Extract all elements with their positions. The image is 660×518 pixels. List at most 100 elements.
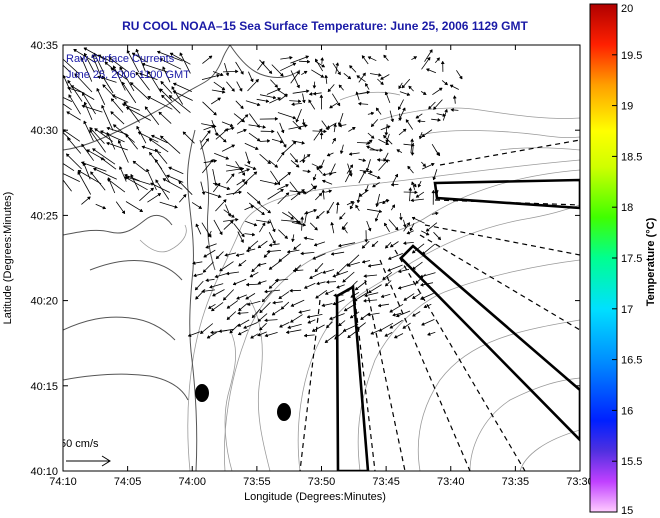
current-vector-head <box>226 316 231 321</box>
current-vector-head <box>130 173 134 178</box>
current-vector-head <box>94 128 99 132</box>
current-vector-head <box>261 298 266 303</box>
current-vector-head <box>67 137 71 142</box>
current-vector-head <box>121 210 126 215</box>
current-vector <box>233 223 245 238</box>
current-vector-head <box>268 285 273 289</box>
current-vector-head <box>238 190 243 195</box>
current-vector-head <box>389 243 394 248</box>
current-vector-head <box>284 235 288 239</box>
current-vector <box>248 113 260 128</box>
coastline <box>63 45 301 471</box>
current-vector-head <box>224 252 228 257</box>
current-vector-head <box>195 223 200 228</box>
current-vector-head <box>215 255 220 260</box>
current-vector <box>100 130 125 143</box>
current-vector-head <box>339 215 343 220</box>
current-vector-head <box>225 72 230 77</box>
current-vector-head <box>80 56 85 61</box>
current-vector-head <box>280 129 285 134</box>
current-vector-head <box>179 52 184 57</box>
colorbar-ticks: 20 19.5 19 18.5 18 17.5 17 16.5 16 15.5 15 <box>612 3 642 517</box>
current-vector-head <box>272 240 276 245</box>
current-vector-head <box>309 275 313 279</box>
current-vector <box>80 57 93 82</box>
current-vector-head <box>433 106 437 110</box>
current-vector <box>173 82 192 92</box>
current-vector-head <box>338 123 342 128</box>
current-vector <box>63 75 72 94</box>
current-vector-head <box>349 65 353 69</box>
x-tick-label: 73:50 <box>308 476 336 488</box>
current-vector-head <box>230 173 235 178</box>
current-vector-head <box>277 87 281 92</box>
current-vector-head <box>348 152 353 156</box>
current-vector-head <box>272 300 276 305</box>
current-vector-head <box>266 249 270 254</box>
current-vector-head <box>379 148 384 153</box>
current-vector-head <box>378 72 382 77</box>
current-vector-head <box>333 293 337 298</box>
current-vector-head <box>243 128 247 133</box>
current-vector-head <box>426 56 431 61</box>
current-vector-head <box>225 271 230 276</box>
current-vector-head <box>90 171 94 176</box>
current-vector <box>146 168 157 191</box>
current-vector-head <box>187 333 192 338</box>
current-vector <box>91 54 103 80</box>
current-vector-head <box>336 102 341 107</box>
current-vector-head <box>92 148 96 152</box>
current-vector <box>93 168 117 180</box>
current-vector-head <box>230 126 235 131</box>
current-vector <box>290 55 309 64</box>
current-vector-head <box>93 52 98 57</box>
current-vector-head <box>106 131 110 136</box>
current-vector-head <box>363 274 367 279</box>
current-vector-head <box>259 326 263 331</box>
current-vector-head <box>413 56 418 60</box>
current-vector <box>63 179 72 192</box>
current-vector-head <box>346 263 351 268</box>
current-vector-head <box>324 74 329 79</box>
current-vector-head <box>77 171 82 176</box>
current-vector <box>106 132 116 150</box>
current-vector-head <box>271 228 276 233</box>
current-vector-head <box>328 189 333 194</box>
current-vector-head <box>58 160 61 163</box>
current-vector <box>201 74 220 80</box>
current-vector-head <box>335 62 340 66</box>
current-vector-head <box>435 211 439 216</box>
current-vector-head <box>274 84 279 88</box>
colorbar-tick-label: 19 <box>621 101 633 113</box>
current-vector <box>63 163 75 172</box>
current-vector-head <box>92 167 97 172</box>
current-vector-head <box>280 151 285 156</box>
current-vector-head <box>315 58 319 63</box>
current-vector <box>248 202 265 216</box>
current-vector-head <box>89 127 94 131</box>
current-vector <box>83 53 95 72</box>
current-vector-head <box>246 160 251 165</box>
current-vector-head <box>387 267 392 272</box>
current-vector <box>162 66 171 83</box>
colorbar-tick-label: 17.5 <box>621 253 642 265</box>
current-vector <box>147 70 162 93</box>
current-vector <box>66 153 82 170</box>
current-vector-head <box>171 86 176 90</box>
current-vector <box>172 90 193 101</box>
current-vector-head <box>100 157 105 161</box>
current-vector-head <box>421 322 425 326</box>
current-vector-head <box>364 293 368 298</box>
y-tick-label: 40:20 <box>30 296 58 308</box>
current-vector-head <box>335 201 340 206</box>
current-vector-head <box>391 204 395 209</box>
current-vector-head <box>389 324 394 329</box>
current-vector-head <box>406 222 410 226</box>
current-vector-head <box>271 311 276 316</box>
current-vector-head <box>358 193 363 197</box>
current-vector <box>166 174 184 183</box>
current-vector-head <box>363 298 367 303</box>
current-vector <box>162 178 183 190</box>
current-vector-head <box>125 134 130 138</box>
